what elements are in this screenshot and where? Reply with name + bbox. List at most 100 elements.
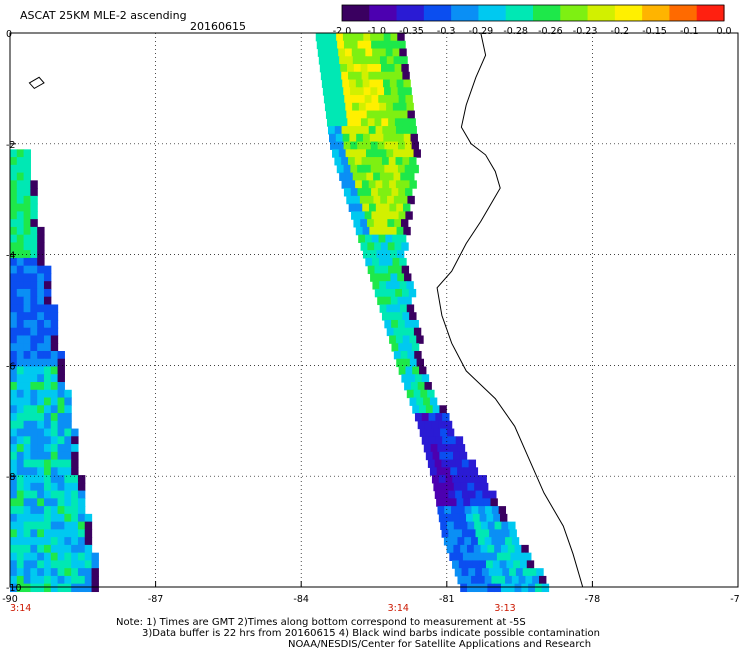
data-cell xyxy=(359,149,367,158)
data-cell xyxy=(385,234,393,244)
data-cell xyxy=(10,428,18,437)
data-cell xyxy=(71,490,79,499)
data-cell xyxy=(30,529,38,538)
data-cell xyxy=(343,87,351,96)
data-cell xyxy=(381,118,389,127)
data-cell xyxy=(354,157,363,166)
data-cell xyxy=(10,529,18,538)
data-cell xyxy=(361,180,370,189)
data-cell xyxy=(363,164,372,174)
data-cell xyxy=(383,273,392,282)
data-cell xyxy=(384,319,392,329)
data-cell xyxy=(16,482,25,492)
data-cell xyxy=(474,521,482,530)
data-cell xyxy=(30,180,38,189)
data-cell xyxy=(64,405,72,414)
data-cell xyxy=(350,40,359,50)
plot-frame xyxy=(9,32,739,588)
data-cell xyxy=(385,211,393,220)
data-cell xyxy=(487,583,495,593)
data-cell xyxy=(43,521,52,530)
data-cell xyxy=(489,529,497,538)
data-cell xyxy=(23,397,31,406)
colorbar-tick-label: -0.2 xyxy=(611,26,630,37)
data-cell xyxy=(77,521,86,530)
data-cell xyxy=(10,188,18,197)
data-cell xyxy=(57,459,65,468)
data-cell xyxy=(394,118,403,127)
data-cell xyxy=(37,583,45,593)
data-cell xyxy=(369,226,377,236)
data-cell xyxy=(403,203,411,212)
data-cell xyxy=(10,288,18,298)
data-cell xyxy=(23,358,31,368)
data-cell xyxy=(479,513,488,523)
data-cell xyxy=(43,513,52,523)
data-cell xyxy=(10,389,18,399)
data-cell xyxy=(469,552,478,562)
data-cell xyxy=(386,172,395,181)
data-cell xyxy=(16,506,25,515)
data-cell xyxy=(477,537,486,546)
data-cell xyxy=(384,188,393,197)
data-cell xyxy=(57,513,65,523)
data-cell xyxy=(50,552,59,562)
data-cell xyxy=(350,87,358,96)
data-cell xyxy=(37,490,45,499)
data-cell xyxy=(64,482,72,492)
data-cell xyxy=(10,319,18,329)
data-cell xyxy=(368,157,376,166)
data-cell xyxy=(511,575,520,585)
data-cell xyxy=(444,420,453,430)
data-cell xyxy=(350,141,358,150)
data-cell xyxy=(443,537,452,546)
data-cell xyxy=(37,234,45,244)
data-cell xyxy=(16,265,25,275)
data-cell xyxy=(416,358,425,368)
data-cell xyxy=(84,552,93,562)
data-cell xyxy=(360,64,368,73)
data-cell xyxy=(16,319,25,329)
data-cell xyxy=(399,281,408,290)
data-cell xyxy=(30,544,38,554)
data-cell xyxy=(77,506,86,515)
data-cell xyxy=(23,451,31,461)
data-cell xyxy=(425,405,434,414)
data-cell xyxy=(23,319,31,329)
data-cell xyxy=(364,211,373,220)
data-cell xyxy=(362,133,371,143)
data-cell xyxy=(374,265,382,275)
data-cell xyxy=(10,304,18,313)
data-cell xyxy=(57,436,65,445)
data-cell xyxy=(16,374,25,383)
data-cell xyxy=(37,444,45,453)
data-cell xyxy=(16,288,25,298)
data-cell xyxy=(460,544,468,554)
data-cell xyxy=(427,459,436,468)
data-cell xyxy=(517,552,525,562)
data-cell xyxy=(23,296,31,306)
data-cell xyxy=(430,444,438,453)
data-cell xyxy=(57,358,65,368)
data-cell xyxy=(57,475,65,484)
data-cell xyxy=(77,552,86,562)
data-cell xyxy=(343,164,351,174)
data-cell xyxy=(23,513,31,523)
data-cell xyxy=(393,350,402,360)
data-cell xyxy=(403,133,412,143)
data-cell xyxy=(378,211,386,220)
data-cell xyxy=(352,172,361,181)
data-cell xyxy=(30,552,38,562)
data-cell xyxy=(77,544,86,554)
data-cell xyxy=(442,498,451,507)
data-cell xyxy=(355,203,363,212)
data-cell xyxy=(383,33,392,42)
data-cell xyxy=(16,366,25,375)
data-cell xyxy=(384,164,392,174)
data-cell xyxy=(23,312,31,321)
data-cell xyxy=(371,95,379,104)
data-cell xyxy=(337,95,345,104)
data-cell xyxy=(84,513,93,523)
data-cell xyxy=(486,560,494,569)
